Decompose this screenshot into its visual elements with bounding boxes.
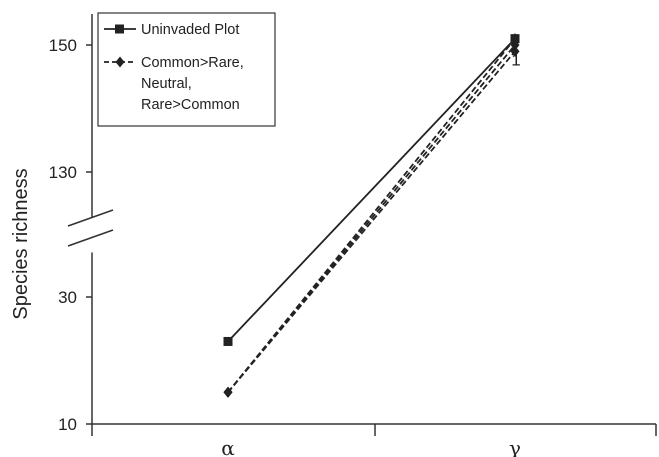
series-line-uninvaded: [227, 38, 516, 343]
legend-label-line: Common>Rare,: [141, 55, 244, 71]
y-axis-title: Species richness: [10, 168, 32, 319]
x-category-label: α: [221, 436, 235, 457]
diamond-marker: [223, 386, 233, 398]
legend-label-line: Rare>Common: [141, 97, 240, 113]
legend: Uninvaded Plot Common>Rare, Neutral, Rare>C…: [97, 12, 276, 127]
y-tick-label: 10: [58, 415, 77, 434]
square-marker: [223, 336, 233, 346]
diamond-marker: [510, 39, 520, 51]
y-tick-label: 130: [49, 163, 77, 182]
legend-swatch-diamond: [115, 56, 125, 68]
axes: [67, 14, 656, 425]
series-line-dashed: [227, 50, 516, 393]
legend-label-uninvaded: Uninvaded Plot: [141, 22, 239, 38]
diamond-marker: [510, 45, 520, 57]
y-tick-label: 150: [49, 36, 77, 55]
diamond-marker: [510, 33, 520, 45]
y-tick-label: 30: [58, 288, 77, 307]
annotations: 1: [511, 50, 520, 69]
legend-box: [97, 12, 276, 127]
axis-break-mark-upper: [67, 209, 114, 227]
legend-label-line: Neutral,: [141, 76, 192, 92]
x-category-label: γ: [509, 436, 521, 457]
annotation-label: 1: [511, 50, 520, 69]
legend-swatch-square: [115, 24, 124, 34]
y-ticks: 10 30 130 150: [49, 36, 92, 434]
axis-break-mark-lower: [67, 229, 114, 247]
series-layer: [223, 33, 520, 398]
